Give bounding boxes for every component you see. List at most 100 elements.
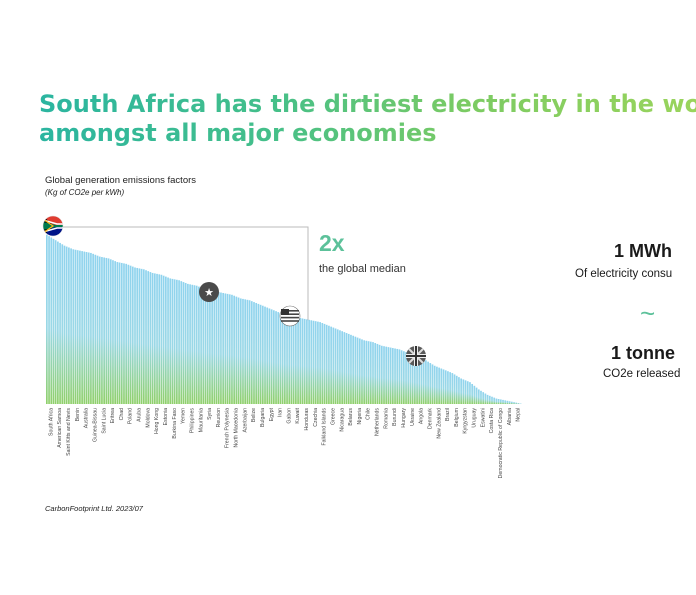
bar-mauritania-3 (200, 287, 202, 404)
bar-new-zealand-2 (436, 366, 438, 404)
category-label-burundi: Burundi (392, 408, 398, 426)
bar-chile-1 (363, 340, 366, 404)
category-label-saint-kitts-and-nevis: Saint Kitts and Nevis (66, 408, 72, 456)
bar-albania-3 (508, 401, 511, 404)
bar-honduras-4 (308, 319, 310, 404)
bar-american-samoa-4 (61, 244, 64, 404)
bar-saint-kitts-and-nevis-1 (63, 245, 66, 404)
bar-democratic-republic-of-congo-2 (497, 399, 500, 404)
bar-belarus-3 (350, 334, 352, 404)
bar-ukraine-2 (409, 353, 412, 404)
bar-saint-kitts-and-nevis-3 (68, 247, 70, 404)
bar-chad-4 (123, 263, 125, 404)
category-label-philippines: Philippines (189, 408, 195, 433)
bar-iran-2 (277, 312, 280, 404)
bar-netherlands-3 (376, 343, 379, 404)
bar-hong-kong-3 (156, 273, 158, 404)
category-label-benin: Benin (75, 408, 81, 421)
bar-nepal-3 (517, 403, 520, 404)
bar-greece-4 (334, 328, 337, 404)
bar-reunion-3 (217, 292, 220, 404)
bar-new-zealand-3 (438, 367, 440, 404)
bar-brazil-1 (442, 369, 445, 404)
bar-belgium-4 (458, 377, 460, 404)
category-label-south-africa: South Africa (48, 408, 54, 436)
bar-kyrgyzstan-1 (460, 378, 462, 404)
bar-uruguay-1 (469, 382, 471, 404)
bar-estonia-1 (160, 274, 163, 404)
bar-nigeria-4 (361, 339, 363, 404)
bar-ukraine-3 (411, 354, 414, 404)
bar-azerbaijan-3 (244, 299, 247, 404)
bar-french-polynesia-1 (222, 292, 224, 404)
category-label-hong-kong: Hong Kong (154, 408, 160, 434)
bar-american-samoa-3 (59, 242, 61, 404)
bar-gabon-3 (288, 315, 291, 404)
bar-honduras-2 (303, 318, 306, 404)
bar-belgium-1 (451, 373, 454, 404)
bar-brazil-4 (449, 372, 451, 404)
bar-burundi-2 (391, 348, 394, 404)
category-label-syria: Syria (207, 408, 213, 420)
bar-burkina-faso-2 (171, 278, 174, 405)
info-co2-text: CO2e released (603, 368, 681, 380)
bar-poland-4 (131, 266, 134, 404)
category-label-nigeria: Nigeria (357, 408, 363, 425)
bar-philippines-1 (187, 283, 189, 404)
bar-benin-4 (79, 250, 81, 404)
bar-falkland-islands-4 (325, 324, 328, 404)
category-label-bulgaria: Bulgaria (260, 408, 266, 427)
bar-belize-1 (248, 300, 251, 404)
bar-new-zealand-4 (440, 368, 443, 404)
bar-eswatini-3 (482, 392, 485, 404)
category-label-chile: Chile (366, 408, 372, 420)
bar-kuwait-3 (297, 317, 299, 404)
bar-nigeria-2 (356, 337, 359, 404)
category-label-eritrea: Eritrea (110, 408, 116, 423)
bar-guinea-bissau-2 (92, 253, 94, 404)
bar-democratic-republic-of-congo-1 (495, 398, 498, 404)
bar-nicaragua-1 (336, 329, 339, 404)
bar-south-africa-2 (48, 236, 50, 404)
bar-french-polynesia-2 (224, 293, 227, 404)
bar-angola-3 (420, 358, 423, 404)
bar-czechia-2 (312, 320, 315, 404)
bar-poland-3 (129, 265, 132, 404)
info-tonne-heading: 1 tonne (611, 343, 676, 363)
bar-aruba-1 (134, 267, 136, 404)
category-label-australia: Australia (84, 408, 90, 428)
bar-philippines-4 (193, 285, 196, 404)
bar-south-africa-1 (46, 234, 48, 404)
info-electricity-text: Of electricity consu (575, 268, 673, 280)
chart-unit-label: (Kg of CO2e per kWh) (45, 188, 125, 197)
category-label-belize: Belize (251, 408, 257, 422)
bar-nepal-1 (513, 402, 515, 404)
source-citation: CarbonFootprint Ltd. 2023/07 (45, 504, 143, 513)
bar-nepal-2 (515, 402, 518, 404)
bar-benin-1 (72, 249, 75, 404)
bar-romania-1 (380, 345, 383, 404)
bar-eritrea-4 (114, 261, 117, 404)
bar-poland-2 (127, 264, 130, 404)
bar-yemen-3 (182, 282, 185, 404)
bar-honduras-1 (301, 318, 304, 404)
bar-falkland-islands-1 (319, 322, 321, 404)
bar-north-macedonia-2 (233, 295, 236, 404)
svg-text:★: ★ (204, 286, 214, 299)
bar-estonia-2 (162, 275, 165, 404)
bar-gabon-2 (286, 315, 288, 404)
bar-belgium-2 (453, 374, 456, 404)
category-label-nicaragua: Nicaragua (339, 408, 345, 432)
bar-kuwait-4 (299, 318, 302, 404)
bar-guinea-bissau-1 (90, 252, 92, 404)
bar-yemen-1 (178, 280, 180, 404)
bar-nicaragua-2 (339, 330, 341, 404)
bar-mauritania-2 (198, 286, 200, 404)
bar-chile-4 (369, 341, 372, 404)
bar-chile-2 (365, 340, 368, 404)
bar-costa-rica-1 (486, 394, 489, 404)
bar-moldova-2 (145, 270, 147, 404)
info-approx-symbol: ~ (640, 298, 656, 328)
bar-costa-rica-2 (488, 395, 491, 404)
chart-subtitle: Global generation emissions factors (45, 175, 197, 186)
